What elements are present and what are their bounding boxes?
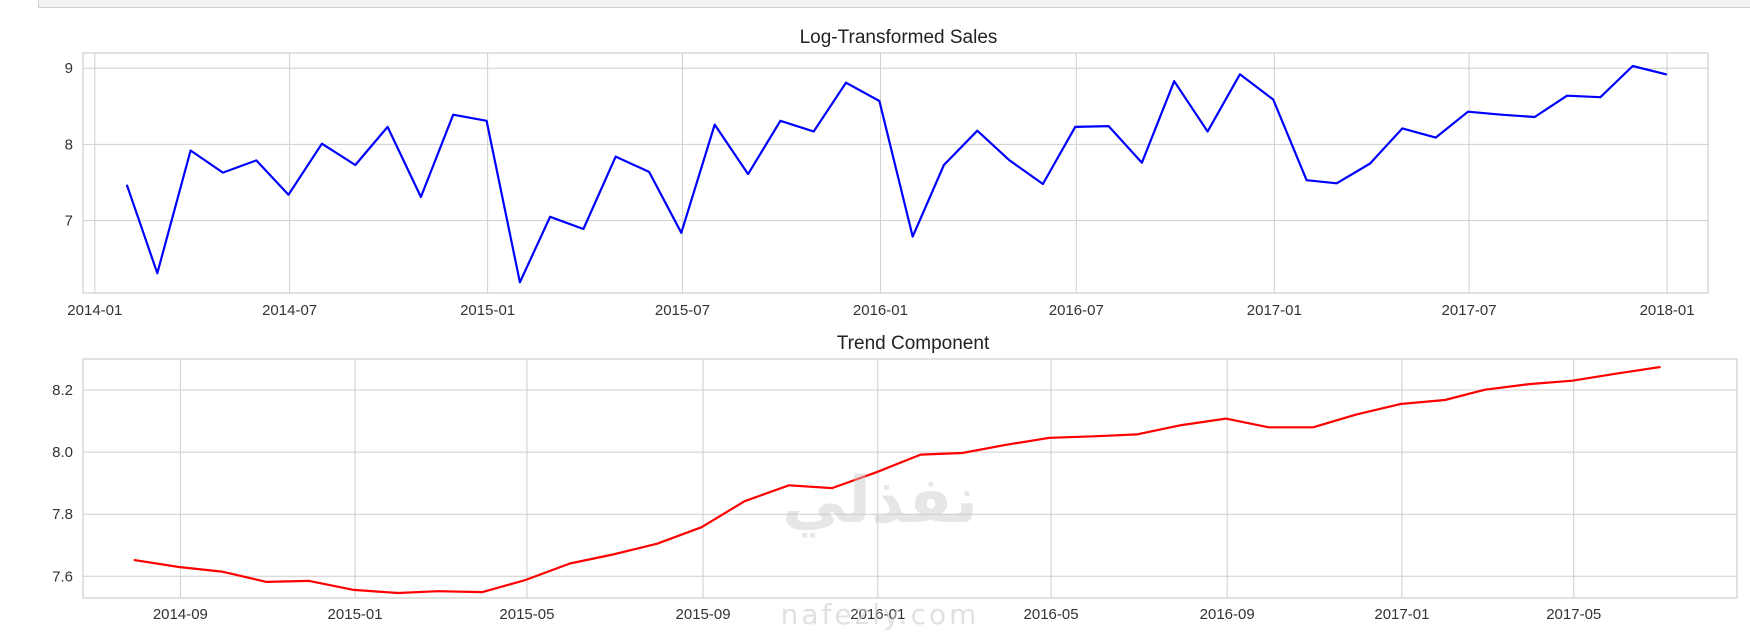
x-tick-label: 2017-07: [1442, 302, 1497, 319]
x-tick-label: 2016-01: [853, 302, 908, 319]
chart-title: Log-Transformed Sales: [800, 27, 998, 48]
watermark-domain: nafezly.com: [781, 598, 980, 631]
x-tick-label: 2015-09: [676, 606, 731, 623]
plot-frame: [82, 52, 1709, 294]
chart-panel-2: 2014-09 2015-01 2015-05 2015-09 2016-01 2016-…: [52, 333, 1738, 623]
x-tick-label: 2017-05: [1546, 606, 1601, 623]
y-tick-label: 7.8: [52, 506, 73, 523]
x-tick-label: 2014-01: [67, 302, 122, 319]
series-line: [133, 366, 1661, 595]
y-tick-label: 8.2: [52, 382, 73, 399]
chart-title: Trend Component: [837, 333, 990, 354]
x-tick-label: 2014-07: [262, 302, 317, 319]
x-tick-label: 2015-01: [460, 302, 515, 319]
top-toolbar-strip: [38, 0, 1750, 8]
x-tick-label: 2015-07: [655, 302, 710, 319]
x-tick-label: 2016-01: [850, 606, 905, 623]
y-tick-label: 8.0: [52, 444, 73, 461]
x-tick-label: 2016-09: [1200, 606, 1255, 623]
y-tick-label: 7: [65, 213, 73, 230]
x-tick-label: 2017-01: [1247, 302, 1302, 319]
plot-frame: [82, 358, 1738, 599]
x-tick-label: 2017-01: [1374, 606, 1429, 623]
x-tick-label: 2016-07: [1049, 302, 1104, 319]
y-tick-label: 7.6: [52, 568, 73, 585]
x-tick-label: 2015-05: [499, 606, 554, 623]
x-tick-label: 2018-01: [1640, 302, 1695, 319]
y-tick-label: 9: [65, 60, 73, 77]
x-tick-label: 2016-05: [1024, 606, 1079, 623]
chart-panel-1: 2014-01 2014-07 2015-01 2015-07 2016-01 2016-…: [65, 27, 1709, 319]
series-line: [125, 64, 1668, 284]
x-tick-label: 2014-09: [153, 606, 208, 623]
watermark: نفذلي nafezly.com: [781, 464, 980, 631]
watermark-logo: نفذلي: [782, 464, 978, 538]
x-tick-label: 2015-01: [328, 606, 383, 623]
y-tick-label: 8: [65, 136, 73, 153]
